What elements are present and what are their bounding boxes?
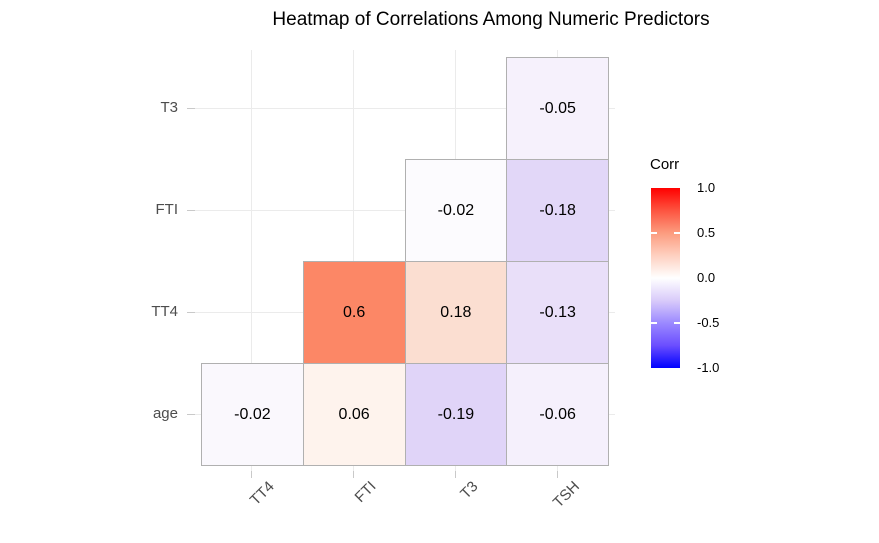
y-axis-tick [187, 209, 195, 211]
x-axis-tick [454, 471, 456, 478]
heatmap-cell: 0.18 [404, 261, 508, 364]
x-axis-tick [556, 471, 558, 478]
chart-title: Heatmap of Correlations Among Numeric Pr… [272, 9, 710, 30]
legend-title: Corr [650, 156, 680, 173]
legend-tick [674, 232, 680, 234]
legend-tick [651, 322, 657, 324]
legend-tick [651, 232, 657, 234]
y-axis-tick [187, 311, 195, 313]
x-axis-tick-label: FTI [351, 478, 380, 506]
x-axis-tick-label: T3 [456, 478, 482, 503]
gridline-vertical [251, 50, 253, 471]
heatmap-cell: -0.13 [506, 261, 609, 364]
heatmap-cell: -0.06 [506, 363, 609, 466]
legend-tick [674, 322, 680, 324]
heatmap-cell: -0.18 [506, 159, 609, 262]
heatmap-cell: -0.02 [404, 159, 508, 262]
x-axis-tick-label: TT4 [247, 478, 278, 509]
heatmap-cell: -0.02 [201, 363, 304, 466]
heatmap-cell: -0.19 [404, 363, 508, 466]
heatmap-cell: -0.05 [506, 57, 609, 160]
y-axis-tick-label: T3 [160, 99, 178, 116]
y-axis-tick-label: age [152, 405, 178, 422]
legend-tick-label: -1.0 [697, 360, 720, 375]
y-axis-tick-label: FTI [155, 201, 179, 218]
legend-tick-label: 1.0 [697, 180, 716, 195]
heatmap-cell: 0.6 [302, 261, 406, 364]
legend-tick-label: 0.0 [697, 270, 716, 285]
heatmap-cell: 0.06 [302, 363, 406, 466]
gridline-vertical [353, 50, 355, 471]
x-axis-tick-label: TSH [549, 478, 584, 512]
x-axis-tick [353, 471, 355, 478]
y-axis-tick [187, 413, 195, 415]
legend-colorbar [651, 188, 680, 368]
legend-tick-label: 0.5 [697, 225, 716, 240]
x-axis-tick [251, 471, 253, 478]
gridline-horizontal [195, 107, 615, 109]
y-axis-tick [187, 107, 195, 109]
y-axis-tick-label: TT4 [151, 303, 178, 320]
legend-tick-label: -0.5 [697, 315, 720, 330]
